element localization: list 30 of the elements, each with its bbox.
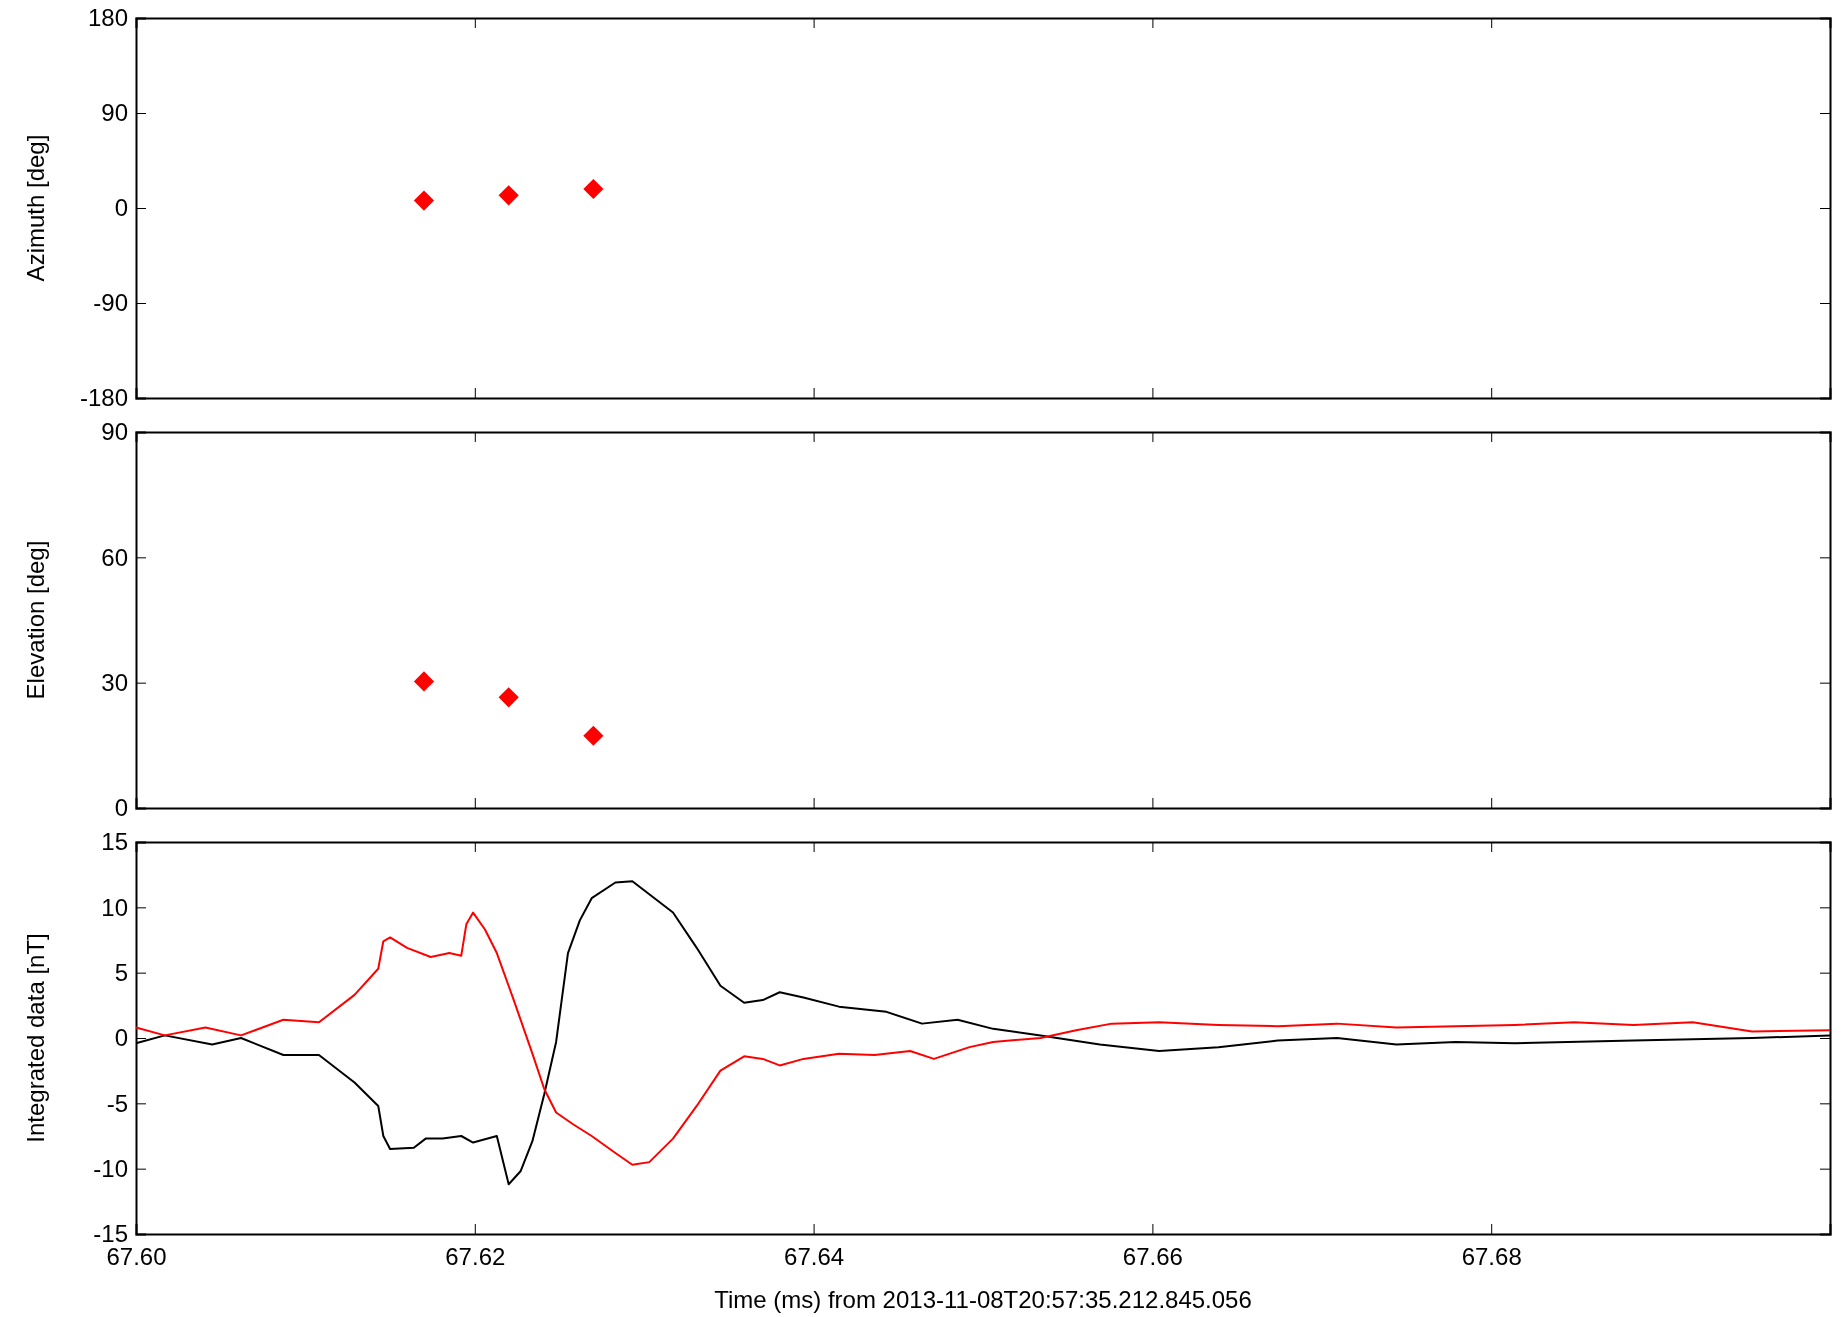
- point: [498, 687, 519, 708]
- y-tick-label: 0: [114, 194, 128, 222]
- point: [413, 190, 435, 211]
- y-tick-label: 0: [114, 1024, 128, 1052]
- y-tick-label: 180: [87, 4, 128, 32]
- y-tick-label: -180: [79, 384, 128, 412]
- y-tick-label: 30: [101, 668, 128, 696]
- y-tick-label: 15: [101, 828, 128, 856]
- line-series: [135, 911, 1831, 1166]
- y-tick-label: 90: [101, 418, 128, 446]
- y-tick-label: 5: [114, 958, 128, 986]
- x-tick-label: 67.62: [445, 1243, 506, 1271]
- y-tick-label: 10: [101, 893, 128, 921]
- x-tick-label: 67.68: [1461, 1243, 1522, 1271]
- y-tick-label: -90: [93, 289, 128, 317]
- y-tick-label: 0: [114, 794, 128, 822]
- y-axis-title: Integrated data [nT]: [22, 933, 49, 1143]
- y-tick-label: -10: [93, 1154, 128, 1182]
- y-tick-label: -5: [106, 1089, 128, 1117]
- y-tick-label: 90: [101, 99, 128, 127]
- point: [583, 178, 604, 200]
- y-axis-title: Elevation [deg]: [22, 540, 49, 700]
- y-tick-label: 60: [101, 543, 128, 571]
- point: [583, 725, 604, 746]
- point: [498, 185, 519, 206]
- x-axis-title: Time (ms) from 2013-11-08T20:57:35.212.845.056: [714, 1286, 1252, 1313]
- x-tick-label: 67.66: [1122, 1243, 1183, 1271]
- y-axis-title: Azimuth [deg]: [22, 134, 49, 282]
- x-tick-label: 67.64: [784, 1243, 845, 1271]
- point: [413, 671, 435, 692]
